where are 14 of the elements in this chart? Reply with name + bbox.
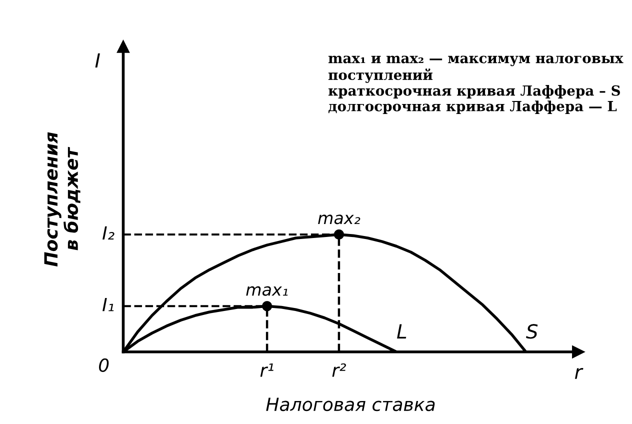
x-axis-title: Налоговая ставка (266, 398, 435, 412)
y-axis-title: Поступления в бюджет (44, 132, 80, 266)
text: r (574, 368, 584, 379)
ref-line-label: I₂ (102, 226, 114, 240)
series-label: S (526, 324, 538, 339)
x-tick-label: r¹ (260, 364, 274, 377)
ref-line-label: I₁ (102, 298, 114, 312)
text: 0 (99, 358, 109, 372)
series-label: L (397, 324, 406, 338)
annotation: max₂ (318, 214, 360, 224)
annotation: max₁ (246, 286, 288, 296)
text: max₁ и max₂ — максимум налоговых поступлений краткосрочная кривая Лаффера – S долгосрочная кривая Лаффера — L (328, 56, 624, 114)
x-tick-label: r² (332, 363, 346, 377)
text: I (95, 53, 100, 68)
